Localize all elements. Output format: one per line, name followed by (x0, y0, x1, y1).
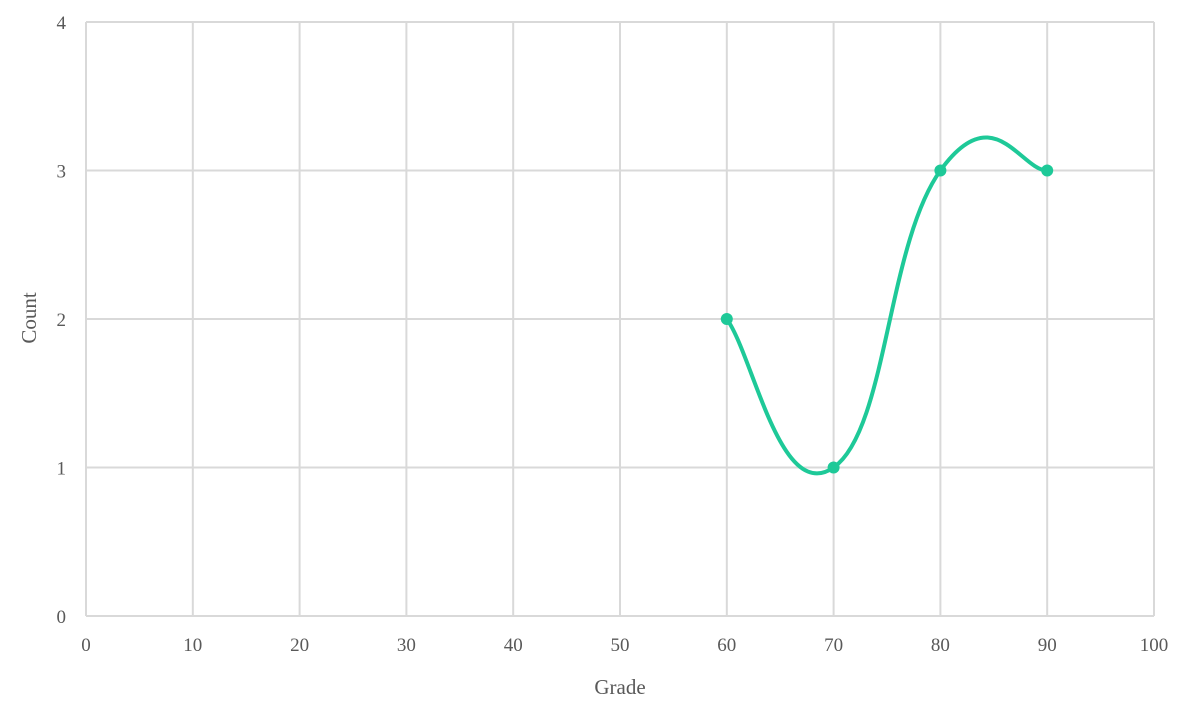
y-tick-label: 3 (57, 162, 67, 183)
x-tick-label: 20 (290, 635, 309, 656)
data-point (1041, 164, 1054, 177)
series-line (724, 135, 1050, 476)
y-tick-label: 4 (57, 13, 67, 34)
x-tick-label: 50 (611, 635, 630, 656)
x-tick-label: 10 (183, 635, 202, 656)
y-tick-label: 2 (57, 310, 67, 331)
x-tick-label: 90 (1038, 635, 1057, 656)
x-axis-title: Grade (594, 675, 645, 699)
x-tick-label: 30 (397, 635, 416, 656)
y-tick-label: 1 (57, 459, 67, 480)
gridlines (85, 21, 1155, 617)
x-tick-label: 70 (824, 635, 843, 656)
y-axis-title: Count (17, 292, 41, 344)
x-tick-label: 100 (1140, 635, 1169, 656)
tick-labels: 0 10 20 30 40 50 60 70 80 90 100 0 1 2 3 4 (57, 13, 1169, 656)
x-tick-label: 80 (931, 635, 950, 656)
x-tick-label: 40 (504, 635, 523, 656)
data-point (934, 164, 947, 177)
data-point (827, 461, 840, 474)
x-tick-label: 60 (717, 635, 736, 656)
series (720, 135, 1054, 476)
data-point (720, 313, 733, 325)
x-tick-label: 0 (81, 635, 91, 656)
y-tick-label: 0 (57, 607, 67, 628)
